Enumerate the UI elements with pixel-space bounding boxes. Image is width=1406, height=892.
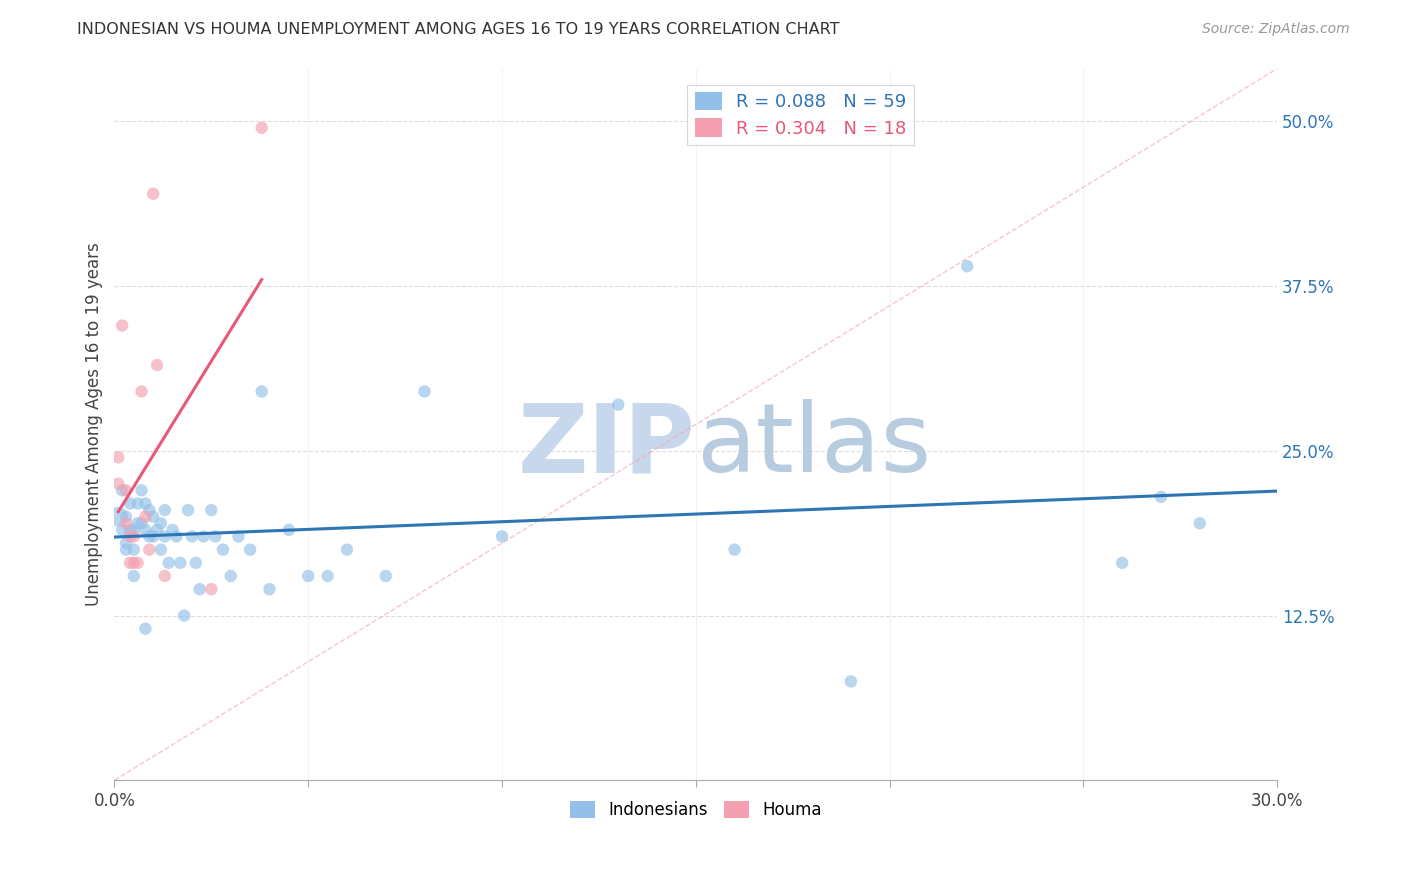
Point — [146, 358, 169, 372]
Point — [297, 569, 319, 583]
Point — [127, 516, 149, 531]
Point — [157, 556, 180, 570]
Point — [122, 569, 145, 583]
Point — [184, 556, 207, 570]
Point — [413, 384, 436, 399]
Point — [259, 582, 281, 597]
Text: Source: ZipAtlas.com: Source: ZipAtlas.com — [1202, 22, 1350, 37]
Point — [188, 582, 211, 597]
Point — [127, 496, 149, 510]
Point — [1188, 516, 1211, 531]
Point — [165, 529, 187, 543]
Y-axis label: Unemployment Among Ages 16 to 19 years: Unemployment Among Ages 16 to 19 years — [86, 243, 103, 607]
Point — [118, 529, 141, 543]
Point — [122, 523, 145, 537]
Point — [153, 503, 176, 517]
Point — [1150, 490, 1173, 504]
Point — [277, 523, 299, 537]
Point — [134, 509, 156, 524]
Point — [200, 582, 222, 597]
Text: atlas: atlas — [696, 400, 931, 492]
Point — [839, 674, 862, 689]
Point — [228, 529, 250, 543]
Point — [149, 516, 172, 531]
Point — [181, 529, 204, 543]
Point — [134, 523, 156, 537]
Text: ZIP: ZIP — [517, 400, 696, 492]
Point — [118, 523, 141, 537]
Point — [131, 483, 153, 498]
Point — [138, 503, 160, 517]
Point — [956, 259, 979, 273]
Point — [107, 509, 129, 524]
Point — [115, 542, 138, 557]
Point — [250, 120, 273, 135]
Point — [723, 542, 745, 557]
Point — [111, 523, 134, 537]
Point — [118, 496, 141, 510]
Point — [239, 542, 262, 557]
Point — [107, 476, 129, 491]
Point — [122, 556, 145, 570]
Point — [122, 542, 145, 557]
Point — [149, 542, 172, 557]
Point — [142, 509, 165, 524]
Point — [111, 318, 134, 333]
Point — [111, 483, 134, 498]
Point — [115, 536, 138, 550]
Point — [131, 516, 153, 531]
Point — [162, 523, 184, 537]
Point — [134, 496, 156, 510]
Point — [374, 569, 396, 583]
Point — [131, 384, 153, 399]
Point — [142, 186, 165, 201]
Point — [219, 569, 242, 583]
Point — [491, 529, 513, 543]
Point — [118, 556, 141, 570]
Legend: Indonesians, Houma: Indonesians, Houma — [562, 794, 828, 825]
Point — [212, 542, 235, 557]
Point — [134, 622, 156, 636]
Point — [173, 608, 195, 623]
Point — [142, 529, 165, 543]
Point — [115, 483, 138, 498]
Point — [107, 450, 129, 465]
Point — [138, 529, 160, 543]
Point — [336, 542, 359, 557]
Point — [127, 556, 149, 570]
Point — [115, 516, 138, 531]
Point — [146, 523, 169, 537]
Point — [177, 503, 200, 517]
Point — [1111, 556, 1133, 570]
Point — [169, 556, 191, 570]
Text: INDONESIAN VS HOUMA UNEMPLOYMENT AMONG AGES 16 TO 19 YEARS CORRELATION CHART: INDONESIAN VS HOUMA UNEMPLOYMENT AMONG A… — [77, 22, 839, 37]
Point — [153, 569, 176, 583]
Point — [115, 509, 138, 524]
Point — [138, 542, 160, 557]
Point — [250, 384, 273, 399]
Point — [316, 569, 339, 583]
Point — [204, 529, 226, 543]
Point — [200, 503, 222, 517]
Point — [607, 398, 630, 412]
Point — [122, 529, 145, 543]
Point — [153, 529, 176, 543]
Point — [193, 529, 215, 543]
